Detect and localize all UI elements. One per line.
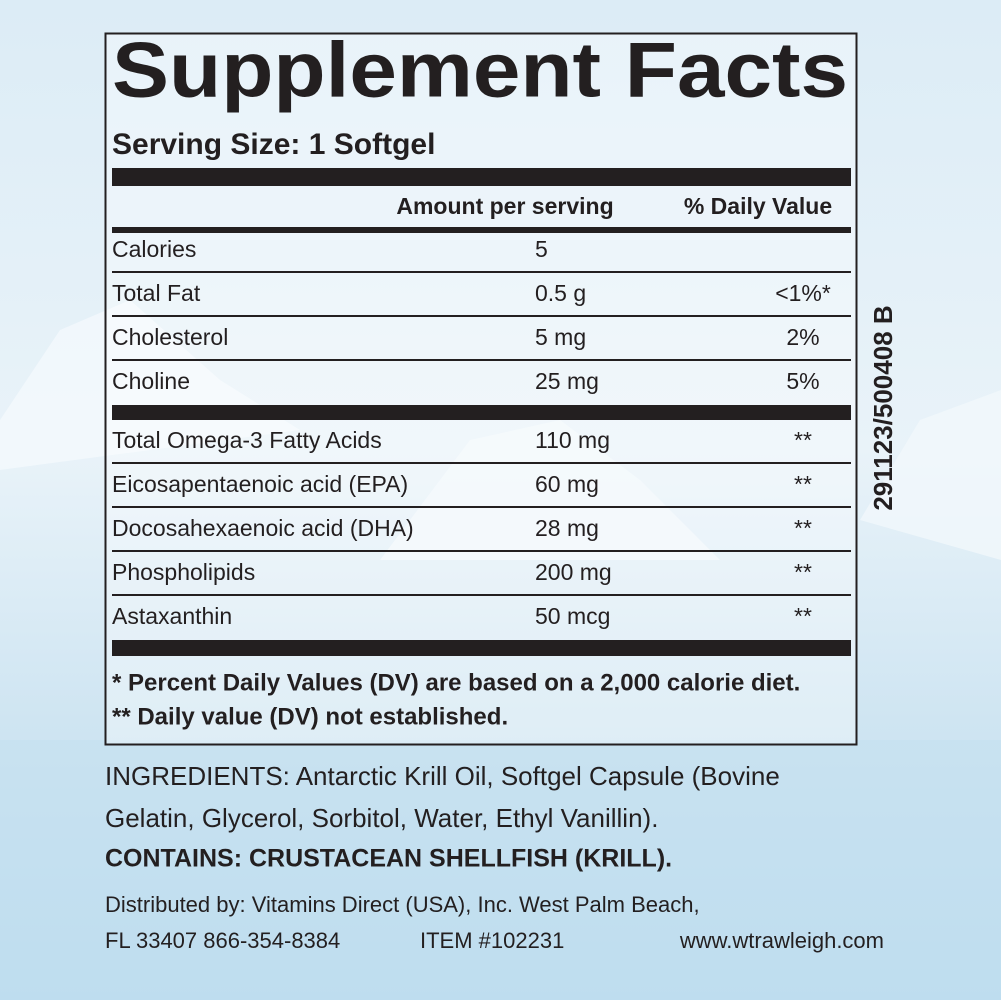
nutrient-amount: 0.5 g — [535, 280, 586, 306]
nutrient-daily-value: ** — [794, 471, 812, 497]
rule — [112, 227, 851, 233]
nutrient-daily-value: ** — [794, 559, 812, 585]
header-amount: Amount per serving — [396, 193, 613, 219]
distributor: Distributed by: Vitamins Direct (USA), I… — [105, 892, 700, 917]
allergen: CONTAINS: CRUSTACEAN SHELLFISH (KRILL). — [105, 845, 672, 873]
item-number: ITEM #102231 — [420, 928, 564, 953]
thick-rule — [112, 405, 851, 420]
nutrient-daily-value: ** — [794, 515, 812, 541]
row-rule — [112, 550, 851, 552]
title: Supplement Facts — [112, 26, 848, 114]
nutrient-name: Total Fat — [112, 280, 201, 306]
nutrient-name: Docosahexaenoic acid (DHA) — [112, 515, 414, 541]
nutrient-amount: 200 mg — [535, 559, 612, 585]
ingredients: INGREDIENTS: Antarctic Krill Oil, Softge… — [105, 761, 780, 791]
footnote: ** Daily value (DV) not established. — [112, 703, 508, 730]
address: FL 33407 866-354-8384 — [105, 928, 340, 953]
ingredients: Gelatin, Glycerol, Sorbitol, Water, Ethy… — [105, 803, 658, 833]
iceberg — [0, 300, 300, 470]
nutrient-daily-value: ** — [794, 603, 812, 629]
nutrient-amount: 110 mg — [535, 427, 610, 453]
nutrient-name: Cholesterol — [112, 324, 228, 350]
nutrient-name: Total Omega-3 Fatty Acids — [112, 427, 382, 453]
nutrient-daily-value: 5% — [786, 368, 819, 394]
row-rule — [112, 462, 851, 464]
nutrient-amount: 5 mg — [535, 324, 586, 350]
iceberg — [380, 420, 720, 560]
iceberg — [860, 390, 1001, 560]
row-rule — [112, 315, 851, 317]
nutrient-name: Calories — [112, 236, 196, 262]
nutrient-name: Eicosapentaenoic acid (EPA) — [112, 471, 408, 497]
nutrient-daily-value: <1%* — [775, 280, 831, 306]
nutrient-name: Choline — [112, 368, 190, 394]
nutrient-amount: 60 mg — [535, 471, 599, 497]
row-rule — [112, 594, 851, 596]
nutrient-name: Phospholipids — [112, 559, 255, 585]
serving-size: Serving Size: 1 Softgel — [112, 128, 435, 161]
nutrient-amount: 5 — [535, 236, 548, 262]
nutrient-daily-value: ** — [794, 427, 812, 453]
footnote: * Percent Daily Values (DV) are based on… — [112, 669, 800, 696]
nutrient-amount: 25 mg — [535, 368, 599, 394]
nutrient-amount: 28 mg — [535, 515, 599, 541]
thick-rule — [112, 168, 851, 186]
row-rule — [112, 271, 851, 273]
nutrient-amount: 50 mcg — [535, 603, 610, 629]
side-code: 291123/500408 B — [868, 305, 898, 510]
nutrient-name: Astaxanthin — [112, 603, 232, 629]
website: www.wtrawleigh.com — [679, 928, 884, 953]
row-rule — [112, 359, 851, 361]
nutrient-daily-value: 2% — [786, 324, 819, 350]
facts-box — [104, 32, 858, 746]
header-daily-value: % Daily Value — [684, 193, 832, 219]
water — [0, 740, 1001, 1000]
row-rule — [112, 506, 851, 508]
thick-rule — [112, 640, 851, 656]
